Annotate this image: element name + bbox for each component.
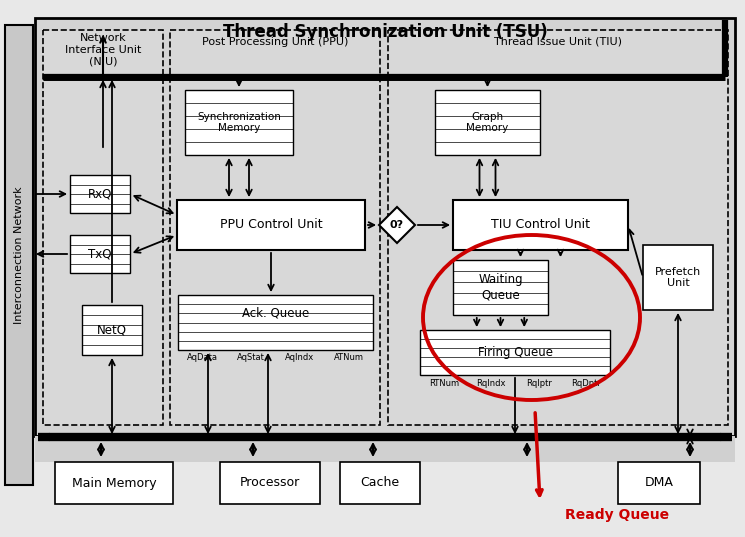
Text: RqIndx: RqIndx xyxy=(477,379,506,388)
Bar xyxy=(35,436,735,491)
Text: Main Memory: Main Memory xyxy=(72,476,156,490)
Text: Cache: Cache xyxy=(361,476,399,490)
Text: Synchronization
Memory: Synchronization Memory xyxy=(197,112,281,133)
Text: Processor: Processor xyxy=(240,476,300,490)
Text: Ack. Queue: Ack. Queue xyxy=(242,307,309,320)
Text: RqDptr: RqDptr xyxy=(571,379,601,388)
Text: RqIptr: RqIptr xyxy=(526,379,552,388)
Text: RTNum: RTNum xyxy=(428,379,459,388)
Text: AqIndx: AqIndx xyxy=(285,353,314,362)
Bar xyxy=(55,462,173,504)
Text: TIU Control Unit: TIU Control Unit xyxy=(491,219,590,231)
Bar xyxy=(340,462,420,504)
Text: Firing Queue: Firing Queue xyxy=(478,346,553,359)
Text: 0?: 0? xyxy=(390,220,404,230)
Bar xyxy=(643,245,713,310)
Bar xyxy=(453,260,548,315)
Bar xyxy=(453,200,628,250)
Text: AqStat: AqStat xyxy=(237,353,265,362)
Bar xyxy=(70,175,130,213)
Text: Graph
Memory: Graph Memory xyxy=(466,112,509,133)
Text: Waiting
Queue: Waiting Queue xyxy=(478,273,523,301)
Bar xyxy=(5,25,33,485)
Text: Prefetch
Unit: Prefetch Unit xyxy=(655,267,701,288)
Text: ATNum: ATNum xyxy=(334,353,364,362)
Text: AqData: AqData xyxy=(187,353,218,362)
Text: TxQ: TxQ xyxy=(88,248,112,260)
Text: Ready Queue: Ready Queue xyxy=(565,508,669,522)
Bar xyxy=(420,330,610,375)
Bar xyxy=(435,90,540,155)
Bar xyxy=(220,462,320,504)
Bar xyxy=(35,18,735,436)
Bar xyxy=(43,30,163,425)
Bar xyxy=(82,305,142,355)
Text: RxQ: RxQ xyxy=(88,187,112,200)
Bar xyxy=(618,462,700,504)
Bar xyxy=(177,200,365,250)
Bar xyxy=(35,462,735,514)
Text: NetQ: NetQ xyxy=(97,323,127,337)
Bar xyxy=(185,90,293,155)
Polygon shape xyxy=(379,207,415,243)
Bar xyxy=(388,30,728,425)
Text: Post Processing Unit (PPU): Post Processing Unit (PPU) xyxy=(202,37,348,47)
Bar xyxy=(178,295,373,350)
Bar xyxy=(70,235,130,273)
Text: Thread Synchronization Unit (TSU): Thread Synchronization Unit (TSU) xyxy=(223,23,548,41)
Bar xyxy=(170,30,380,425)
Text: Thread Issue Unit (TIU): Thread Issue Unit (TIU) xyxy=(494,37,622,47)
Text: Interconnection Network: Interconnection Network xyxy=(14,186,24,324)
Text: PPU Control Unit: PPU Control Unit xyxy=(220,219,323,231)
Text: DMA: DMA xyxy=(644,476,673,490)
Text: Network
Interface Unit
(NIU): Network Interface Unit (NIU) xyxy=(65,33,142,67)
